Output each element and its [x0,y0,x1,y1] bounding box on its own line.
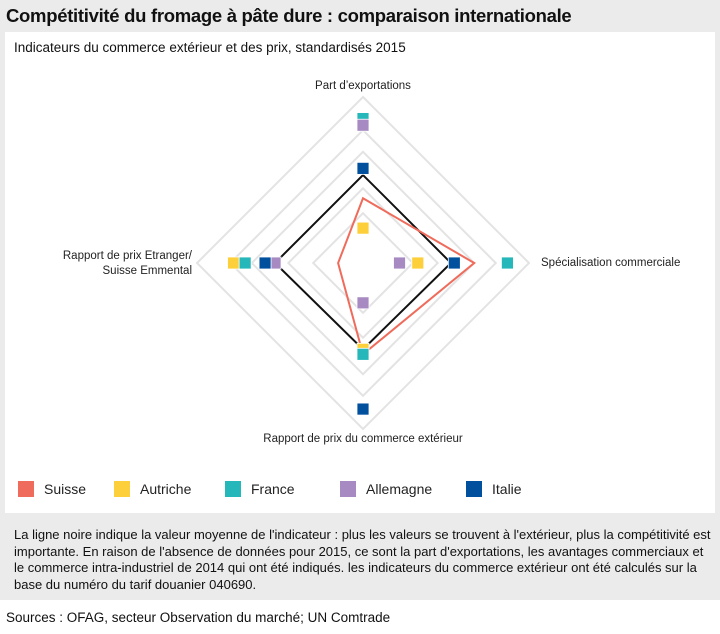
legend-swatch [340,481,356,497]
chart-note: La ligne noire indique la valeur moyenne… [14,527,711,592]
data-point-italie [447,256,461,270]
legend-item-france[interactable]: France [225,481,295,497]
data-point-france [356,347,370,361]
chart-panel [5,32,715,513]
legend-label: Allemagne [366,481,433,497]
legend-item-italie[interactable]: Italie [466,481,522,497]
chart-subtitle: Indicateurs du commerce extérieur et des… [14,40,406,55]
legend-swatch [114,481,130,497]
data-point-autriche [356,221,370,235]
legend: Suisse Autriche France Allemagne Italie [0,481,720,501]
axis-label-bottom: Rapport de prix du commerce extérieur [263,433,463,445]
legend-swatch [18,481,34,497]
axis-label-left: Rapport de prix Etranger/ Suisse Emmenta… [40,249,192,279]
data-point-italie [356,402,370,416]
sources-bar: Sources : OFAG, secteur Observation du m… [0,600,720,634]
legend-item-autriche[interactable]: Autriche [114,481,191,497]
grid-ring [195,95,531,431]
data-point-autriche [227,256,240,270]
page-title: Compétitivité du fromage à pâte dure : c… [6,5,572,26]
axis-label-top: Part d’exportations [315,80,411,92]
grid-ring [311,211,415,315]
data-point-autriche [411,256,425,270]
data-point-italie [356,161,370,175]
legend-swatch [466,481,482,497]
legend-label: Autriche [140,481,192,497]
legend-label: France [251,481,295,497]
grid-ring [228,128,498,398]
data-point-france [501,256,514,270]
data-point-allemagne [356,118,370,132]
axis-label-left-line1: Rapport de prix Etranger/ [62,250,192,262]
data-point-allemagne [356,296,370,310]
radar-chart [195,95,531,431]
legend-swatch [225,481,241,497]
sources-text: Sources : OFAG, secteur Observation du m… [6,610,391,625]
grid-ring [250,150,476,376]
data-point-allemagne [393,256,406,270]
axis-label-left-line2: Suisse Emmental [102,265,192,277]
mean-line [273,173,453,351]
legend-label: Suisse [44,481,87,497]
axis-label-right: Spécialisation commerciale [541,257,681,269]
legend-item-suisse[interactable]: Suisse [18,481,86,497]
legend-item-allemagne[interactable]: Allemagne [340,481,432,497]
data-point-france [238,256,252,270]
legend-label: Italie [492,481,522,497]
grid-ring [286,186,440,340]
data-point-italie [258,256,272,270]
